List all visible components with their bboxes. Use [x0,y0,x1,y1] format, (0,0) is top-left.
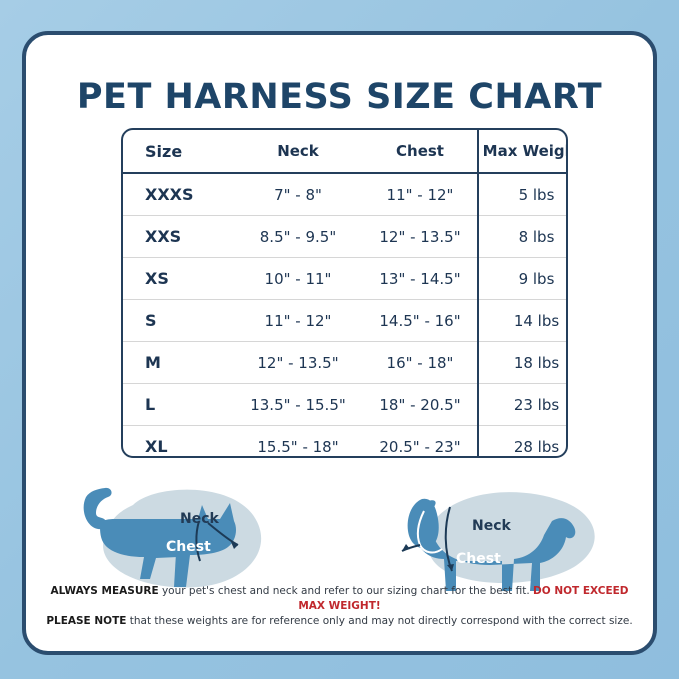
cell-size: L [123,383,233,426]
dog-blob [427,492,595,583]
cell-chest: 14.5" - 16" [363,299,478,342]
cell-size: XXXS [123,173,233,216]
footer-warning: DO NOT EXCEED MAX WEIGHT! [298,585,629,612]
cell-chest: 11" - 12" [363,173,478,216]
cat-chest-measure-line [207,522,239,546]
cat-neck-label: Neck [180,511,219,527]
table-header-row: Size Neck Chest Max Weight* [123,130,566,174]
cell-neck: 13.5" - 15.5" [233,383,363,426]
column-header-neck: Neck [233,130,363,174]
cell-weight: 18 lbs [477,341,566,384]
cell-neck: 12" - 13.5" [233,341,363,384]
cell-size: S [123,299,233,342]
footer-note: ALWAYS MEASURE your pet's chest and neck… [44,584,635,629]
size-table: Size Neck Chest Max Weight* XXXS 7" - 8"… [123,130,566,456]
cell-weight: 5 lbs [477,173,566,216]
dog-neck-label: Neck [472,518,511,534]
table-row: M 12" - 13.5" 16" - 18" 18 lbs [123,341,566,384]
dog-body [407,498,576,591]
dog-illustration: Neck Chest [394,475,654,605]
cell-weight: 23 lbs [477,383,566,426]
page-title: PET HARNESS SIZE CHART [76,77,603,117]
cell-weight: 9 lbs [477,257,566,300]
chart-card: PET HARNESS SIZE CHART Size Neck Chest M… [22,31,657,655]
footer-please-note: PLEASE NOTE [46,615,127,627]
footer-line-2: PLEASE NOTE that these weights are for r… [44,614,635,629]
table-row: XS 10" - 11" 13" - 14.5" 9 lbs [123,257,566,300]
cell-neck: 11" - 12" [233,299,363,342]
cell-neck: 8.5" - 9.5" [233,215,363,258]
cell-weight: 28 lbs [477,425,566,456]
dog-icon [401,492,595,591]
dog-neck-arrow-icon [402,544,410,551]
cat-icon [83,487,262,588]
cat-body [83,487,236,587]
cat-chest-arrow-icon [231,542,238,549]
column-header-max-weight: Max Weight* [477,130,566,174]
cell-chest: 20.5" - 23" [379,437,461,456]
footer-always-measure: ALWAYS MEASURE [50,585,159,597]
cell-chest: 12" - 13.5" [363,215,478,258]
cat-illustration: Neck Chest [78,475,338,605]
table-row: XXXS 7" - 8" 11" - 12" 5 lbs [123,173,566,216]
cell-chest: 16" - 18" [363,341,478,384]
cell-size: XS [123,257,233,300]
table-row: L 13.5" - 15.5" 18" - 20.5" 23 lbs [123,383,566,426]
cat-neck-measure-line [195,520,201,562]
cell-neck: 15.5" - 18" [257,437,339,456]
cell-chest: 13" - 14.5" [363,257,478,300]
cell-size: XXS [123,215,233,258]
table-row: XXS 8.5" - 9.5" 12" - 13.5" 8 lbs [123,215,566,258]
table-row: XL 15.5" - 18" 20.5" - 23" 28 lbs [123,425,566,456]
dog-chest-label: Chest [456,551,501,567]
cat-chest-label: Chest [166,539,211,555]
column-header-size: Size [123,130,233,174]
cell-weight: 14 lbs [477,299,566,342]
cell-chest: 18" - 20.5" [363,383,478,426]
footer-line-1: ALWAYS MEASURE your pet's chest and neck… [44,584,635,614]
size-table-container: Size Neck Chest Max Weight* XXXS 7" - 8"… [121,128,568,458]
column-header-chest: Chest [363,130,478,174]
illustrations: Neck Chest Neck Chest [26,475,653,605]
cell-neck: 10" - 11" [233,257,363,300]
footer-line-1-text: your pet's chest and neck and refer to o… [158,585,534,597]
cell-weight: 8 lbs [477,215,566,258]
dog-chest-arrow-icon [447,564,454,571]
cell-size: M [123,341,233,384]
cell-size: XL [145,437,168,456]
footer-line-2-text: that these weights are for reference onl… [126,615,633,627]
table-row: S 11" - 12" 14.5" - 16" 14 lbs [123,299,566,342]
cell-neck: 7" - 8" [233,173,363,216]
